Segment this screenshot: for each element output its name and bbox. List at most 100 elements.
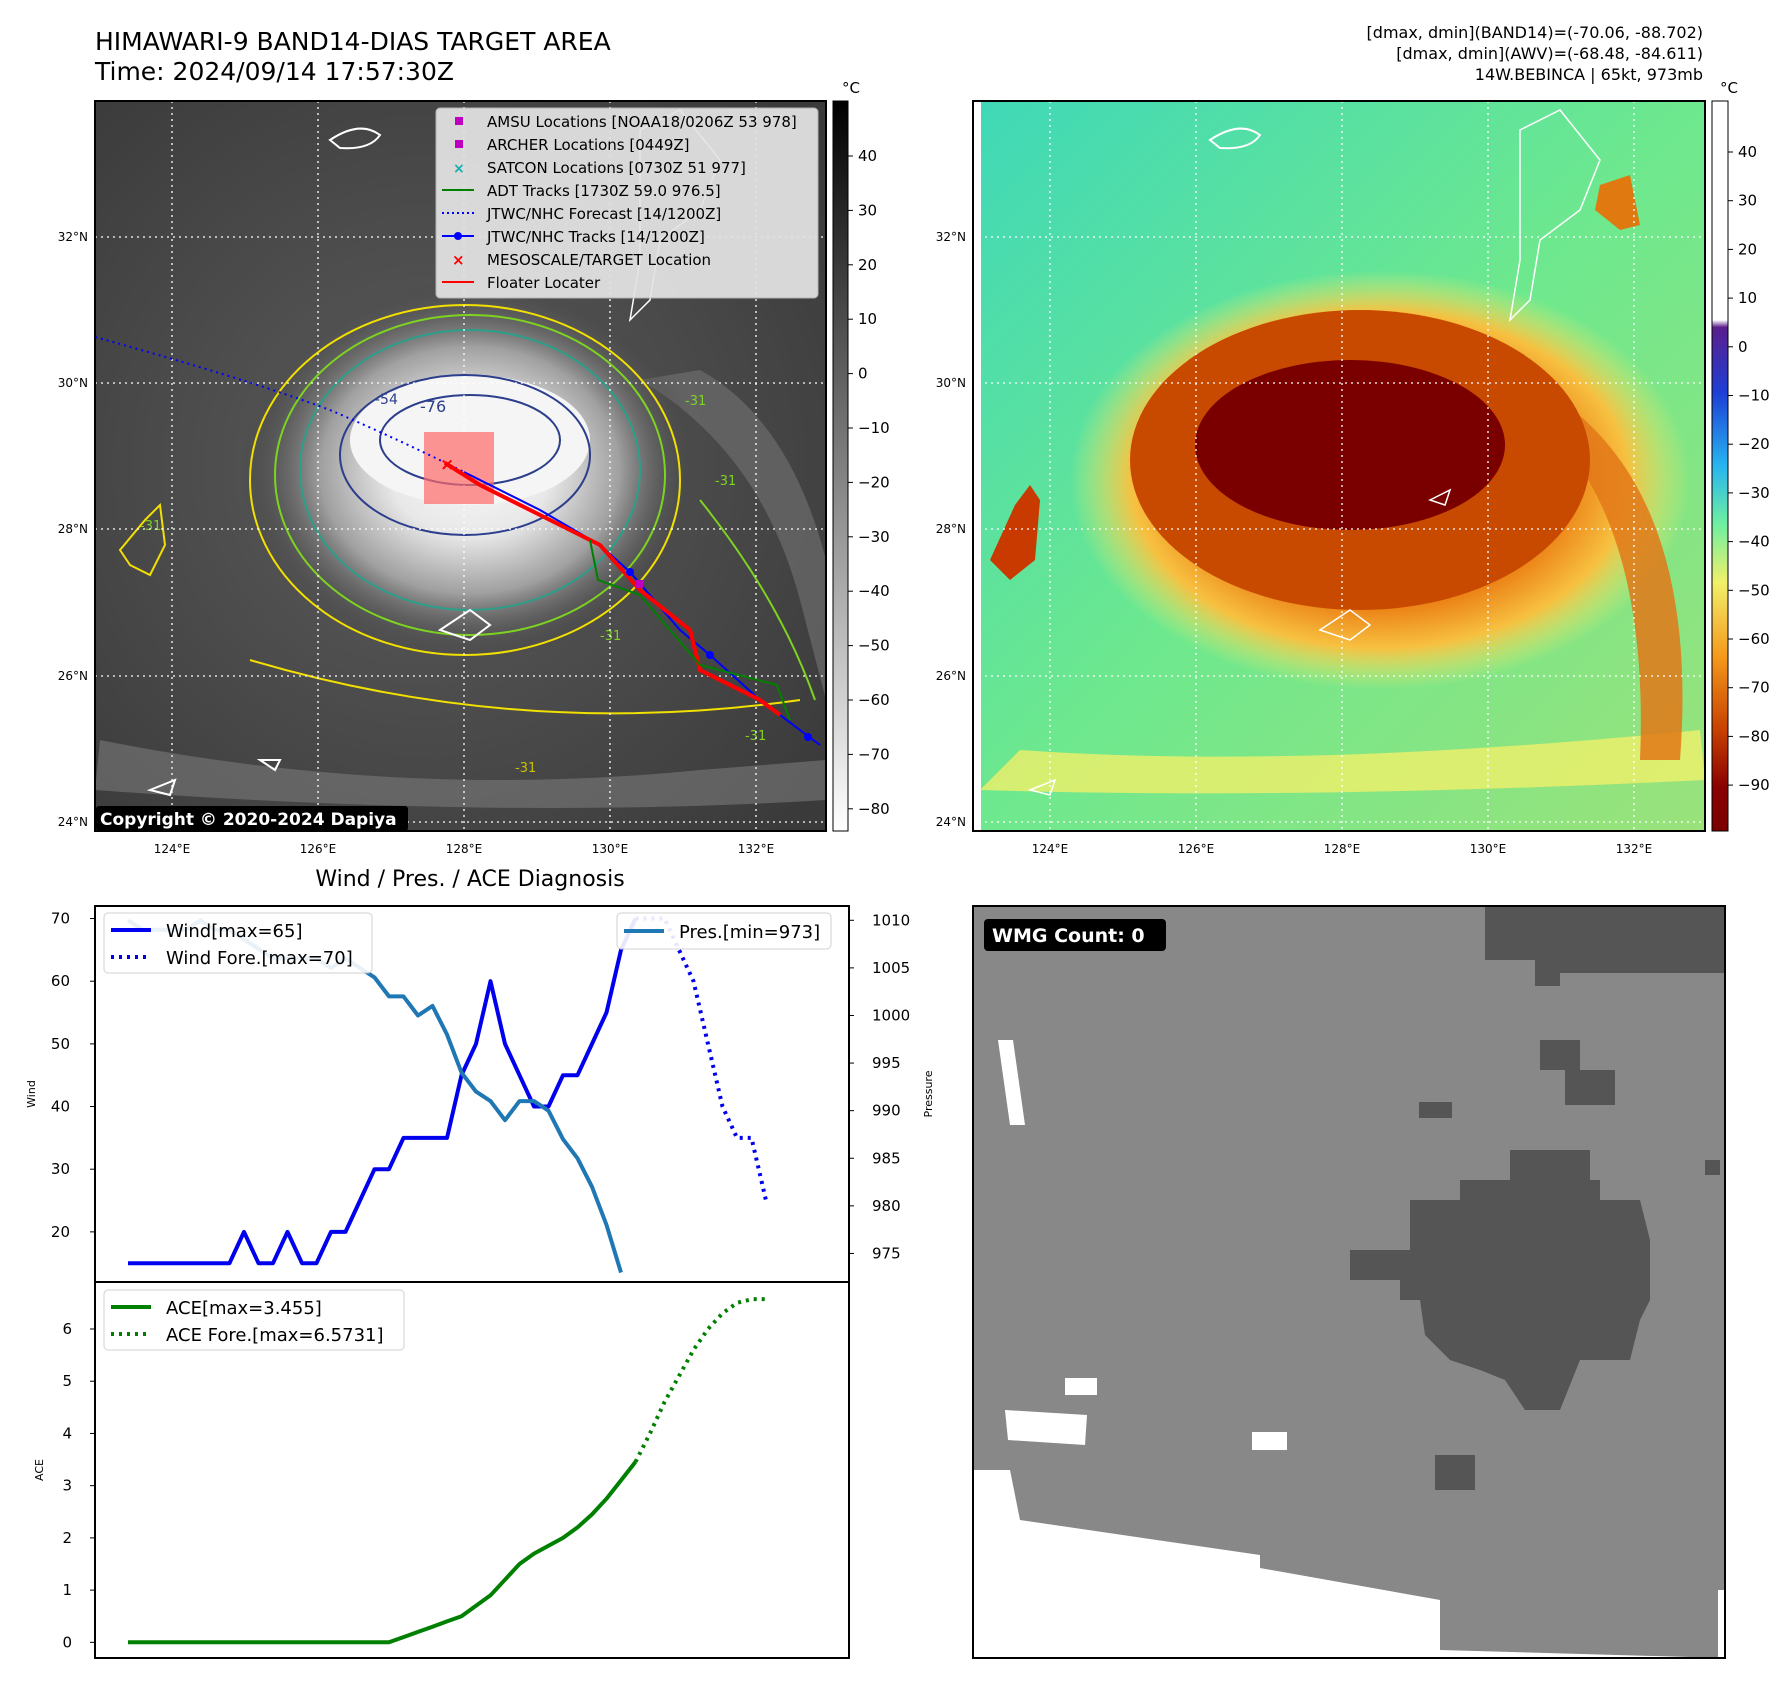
legend-archer-marker (455, 140, 463, 148)
band14-frame (94, 100, 827, 832)
pres-axis-tick-label: 980 (872, 1197, 901, 1215)
awv-frame (972, 100, 1706, 832)
wind-legend: Wind[max=65] Wind Fore.[max=70] (103, 912, 373, 974)
band14-colorbar-tick-label: −50 (858, 637, 890, 655)
copyright-box (96, 806, 408, 831)
awv-colorbar-tick-label: −80 (1738, 727, 1770, 745)
lat-label: 26°N (936, 669, 966, 683)
awv-island-west (990, 485, 1040, 580)
awv-colorbar-ticks: 40 30 20 10 0 −10 −20 −30 −40 −50 −60 −70 −80 −90 (1728, 143, 1770, 794)
awv-spiral-band (1540, 400, 1683, 760)
pres-axis-ticks: 1010 1005 1000 995 990 985 980 975 (849, 911, 910, 1262)
lon-label: 132°E (738, 842, 775, 856)
lat-label: 24°N (58, 815, 88, 829)
copyright-text: Copyright © 2020-2024 Dapiya (100, 810, 397, 830)
awv-colorbar-tick-label: −30 (1738, 484, 1770, 502)
wind-axis-tick-label: 50 (51, 1035, 70, 1053)
band14-colorbar-tick-label: 40 (858, 147, 877, 165)
awv-colorbar-tick-label: −20 (1738, 435, 1770, 453)
pres-axis-tick-label: 990 (872, 1102, 901, 1120)
lon-label: 126°E (1178, 842, 1215, 856)
target-marker: × (440, 455, 454, 475)
lon-label: 124°E (154, 842, 191, 856)
wmg-white-bottom (973, 1470, 1725, 1658)
lon-label: 130°E (1470, 842, 1507, 856)
cloud-band-south (95, 740, 826, 808)
awv-storm-core (1195, 360, 1505, 530)
band14-colorbar-tick-label: 30 (858, 201, 877, 219)
band14-colorbar-tick-label: −40 (858, 582, 890, 600)
cloud-band-east (640, 370, 826, 700)
jtwc-track-point (626, 568, 634, 576)
wmg-label-box (984, 919, 1166, 951)
ace-axis-ticks: 6 5 4 3 2 1 0 (62, 1320, 95, 1651)
legend-target-label: MESOSCALE/TARGET Location (487, 251, 711, 269)
awv-lon-labels: 124°E 126°E 128°E 130°E 132°E (1032, 842, 1653, 856)
jtwc-track-point (706, 651, 714, 659)
contour-east-band (699, 499, 816, 701)
wind-axis-ticks: 70 60 50 40 30 20 (51, 910, 95, 1241)
legend-wind-fore-label: Wind Fore.[max=70] (166, 948, 353, 969)
awv-colorbar-tick-label: −60 (1738, 630, 1770, 648)
awv-colorbar-tick-label: 10 (1738, 289, 1757, 307)
pres-axis-tick-label: 1005 (872, 959, 910, 977)
stats-line2: [dmax, dmin](AWV)=(-68.48, -84.611) (1396, 44, 1703, 63)
target-area (424, 432, 494, 504)
pres-axis-tick-label: 985 (872, 1149, 901, 1167)
awv-colorbar (1711, 100, 1729, 832)
ace-axis-tick-label: 2 (62, 1529, 72, 1547)
wmg-frame (972, 905, 1726, 1659)
contour-label: -54 (375, 392, 398, 408)
band14-colorbar-unit: °C (842, 79, 860, 97)
wmg-white-left (998, 1040, 1025, 1125)
wind-series-line (128, 917, 638, 1266)
wind-axis-tick-label: 40 (51, 1098, 70, 1116)
legend-archer-label: ARCHER Locations [0449Z] (487, 136, 690, 154)
contour-navy-outer (339, 374, 591, 536)
awv-colorbar-tick-label: 40 (1738, 143, 1757, 161)
diag-title: Wind / Pres. / ACE Diagnosis (315, 867, 624, 892)
wind-axis-tick-label: 70 (51, 910, 70, 928)
legend-target-marker: × (452, 251, 465, 269)
band14-colorbar-tick-label: −10 (858, 419, 890, 437)
wmg-white-right-edge (1718, 1590, 1725, 1658)
awv-colorbar-tick-label: −50 (1738, 581, 1770, 599)
lat-label: 30°N (936, 376, 966, 390)
awv-coast-jeju (1208, 127, 1262, 150)
contour-outer-band (249, 659, 801, 715)
wind-axis-tick-label: 20 (51, 1223, 70, 1241)
wmg-dark-top-right (1485, 906, 1725, 986)
awv-coast-japan (1508, 109, 1601, 323)
band14-legend: AMSU Locations [NOAA18/0206Z 53 978] ARC… (435, 107, 819, 299)
pres-legend: Pres.[min=973] (616, 912, 832, 950)
ace-axis-tick-label: 1 (62, 1581, 72, 1599)
title-line2: Time: 2024/09/14 17:57:30Z (94, 57, 454, 86)
legend-ace-fore-label: ACE Fore.[max=6.5731] (166, 1325, 384, 1346)
lat-label: 24°N (936, 815, 966, 829)
contour-label: -31 (140, 519, 161, 534)
awv-lat-labels: 32°N 30°N 28°N 26°N 24°N (936, 230, 966, 829)
awv-colorbar-tick-label: −70 (1738, 679, 1770, 697)
ace-axis-tick-label: 0 (62, 1633, 72, 1651)
legend-floater-label: Floater Locater (487, 274, 601, 292)
contour-label: -31 (715, 474, 736, 489)
awv-colorbar-unit: °C (1720, 79, 1738, 97)
band14-colorbar-tick-label: −80 (858, 800, 890, 818)
band14-colorbar-tick-label: 0 (858, 365, 868, 383)
awv-nodata-left (973, 101, 981, 831)
band14-colorbar-tick-label: −60 (858, 691, 890, 709)
band14-colorbar-tick-label: −20 (858, 473, 890, 491)
legend-amsu-label: AMSU Locations [NOAA18/0206Z 53 978] (487, 113, 797, 131)
coastline-ryukyu (146, 608, 492, 797)
stats-line1: [dmax, dmin](BAND14)=(-70.06, -88.702) (1367, 23, 1703, 42)
legend-satcon-label: SATCON Locations [0730Z 51 977] (487, 159, 746, 177)
legend-wind-label: Wind[max=65] (166, 921, 303, 942)
wmg-dark-center (1350, 1150, 1650, 1410)
band14-colorbar-tick-label: 20 (858, 256, 877, 274)
awv-map (973, 101, 1705, 831)
lon-label: 124°E (1032, 842, 1069, 856)
band14-lat-labels: 32°N 30°N 28°N 26°N 24°N (58, 230, 88, 829)
pres-axis-tick-label: 995 (872, 1054, 901, 1072)
lat-label: 30°N (58, 376, 88, 390)
